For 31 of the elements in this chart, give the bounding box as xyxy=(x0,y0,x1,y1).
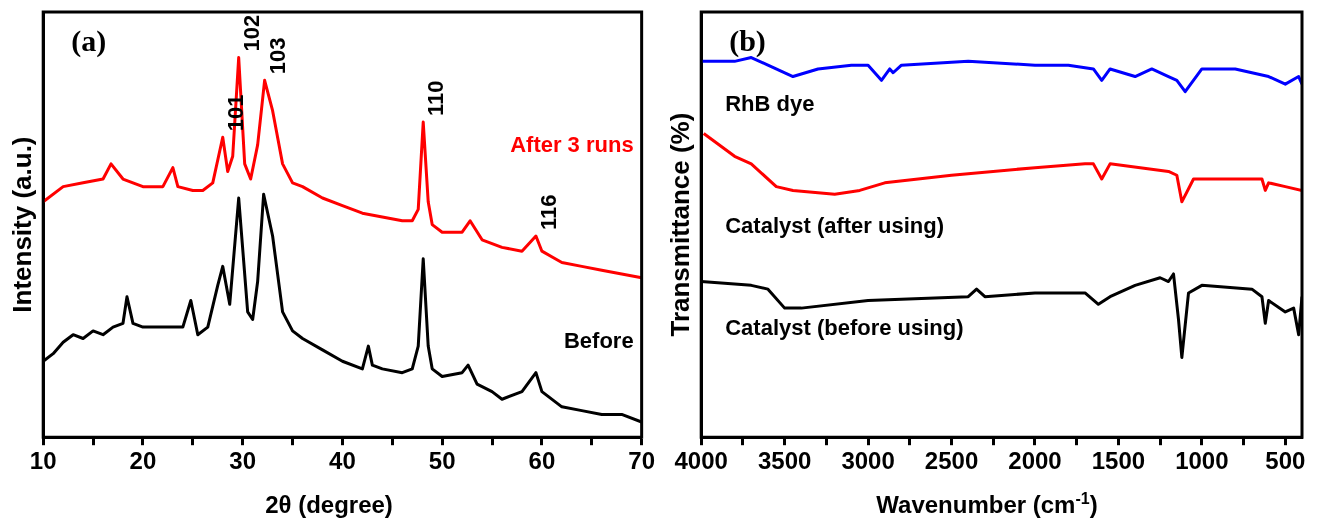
y-axis-title: Transmittance (%) xyxy=(664,112,695,337)
series-label: Before xyxy=(563,327,634,353)
x-tick-label: 40 xyxy=(329,447,356,475)
x-axis-title: Wavenumber (cm$^{-1}$) xyxy=(875,490,1099,519)
annotation: 103 xyxy=(264,37,290,75)
chart-title: (b) xyxy=(729,23,766,58)
annotation: 110 xyxy=(423,80,449,117)
x-tick-label: 3000 xyxy=(841,447,895,475)
annotation: 102 xyxy=(238,14,264,52)
series-label: Catalyst (after using) xyxy=(725,212,945,238)
x-tick-label: 3500 xyxy=(757,447,812,475)
x-axis-title: 2θ (degree) xyxy=(264,491,394,519)
series-label: Catalyst (before using) xyxy=(725,315,964,341)
x-tick-label: 2000 xyxy=(1008,447,1062,475)
x-tick-label: 10 xyxy=(29,447,57,475)
x-tick-label: 500 xyxy=(1265,447,1306,475)
series-label: RhB dye xyxy=(725,91,815,117)
x-tick-label: 30 xyxy=(229,447,257,475)
x-tick-label: 4000 xyxy=(674,447,728,475)
x-tick-label: 20 xyxy=(129,447,157,475)
x-tick-label: 70 xyxy=(628,447,655,475)
annotation: 101 xyxy=(222,94,248,132)
annotation: 116 xyxy=(535,194,561,230)
y-axis-title: Intensity (a.u.) xyxy=(6,136,37,313)
x-tick-label: 2500 xyxy=(924,447,979,475)
x-tick-label: 50 xyxy=(428,447,456,475)
x-tick-label: 1500 xyxy=(1091,447,1146,475)
chart-title: (a) xyxy=(71,23,107,58)
x-tick-label: 1000 xyxy=(1175,447,1229,475)
text: After 3 runs xyxy=(510,132,634,158)
x-tick-label: 60 xyxy=(528,447,556,475)
